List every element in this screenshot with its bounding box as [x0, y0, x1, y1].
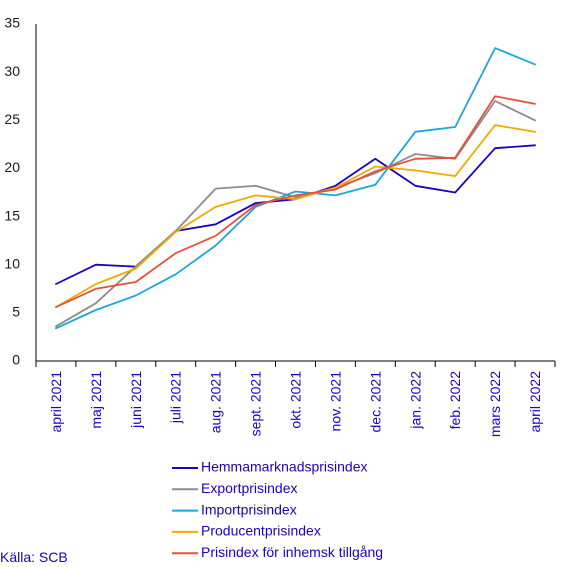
y-tick-label: 30 — [4, 63, 20, 79]
series-line-5 — [55, 95, 536, 309]
x-tick-label: nov. 2021 — [327, 371, 343, 432]
x-tick-label: dec. 2021 — [367, 371, 383, 433]
series-lines — [55, 47, 536, 330]
series-line-3 — [55, 47, 536, 330]
x-tick-label: feb. 2022 — [447, 371, 463, 430]
series-line-2 — [55, 100, 536, 328]
series-line-4 — [55, 124, 536, 309]
y-tick-label: 25 — [4, 111, 20, 127]
x-tick-label: mars 2022 — [487, 371, 503, 437]
x-tick-label: aug. 2021 — [208, 371, 224, 433]
y-tick-label: 5 — [12, 304, 20, 320]
x-tick-label: sept. 2021 — [248, 371, 264, 437]
legend-label: Producentprisindex — [201, 523, 321, 539]
x-axis: april 2021 maj 2021 juni 2021 juli 2021 aug.… — [35, 360, 556, 437]
x-tick-label: jan. 2022 — [407, 371, 423, 430]
y-tick-label: 0 — [12, 352, 20, 368]
y-tick-label: 15 — [4, 207, 20, 223]
y-tick-label: 20 — [4, 159, 20, 175]
x-tick-label: april 2021 — [48, 371, 64, 433]
y-tick-label: 35 — [4, 15, 20, 31]
legend-label: Hemmamarknadsprisindex — [201, 459, 368, 475]
x-tick-label: juli 2021 — [168, 371, 184, 424]
x-tick-label: okt. 2021 — [288, 371, 304, 429]
y-tick-label: 10 — [4, 255, 20, 271]
legend-label: Exportprisindex — [201, 480, 298, 496]
x-tick-label: maj 2021 — [88, 371, 104, 429]
x-tick-label: april 2022 — [527, 371, 543, 433]
source-note: Källa: SCB — [0, 549, 68, 565]
legend: Hemmamarknadsprisindex Exportprisindex Imp… — [172, 459, 383, 560]
y-axis: 0 5 10 15 20 25 30 35 — [4, 15, 37, 368]
x-tick-label: juni 2021 — [128, 371, 144, 429]
legend-label: Importprisindex — [201, 501, 297, 517]
legend-label: Prisindex för inhemsk tillgång — [201, 544, 383, 560]
